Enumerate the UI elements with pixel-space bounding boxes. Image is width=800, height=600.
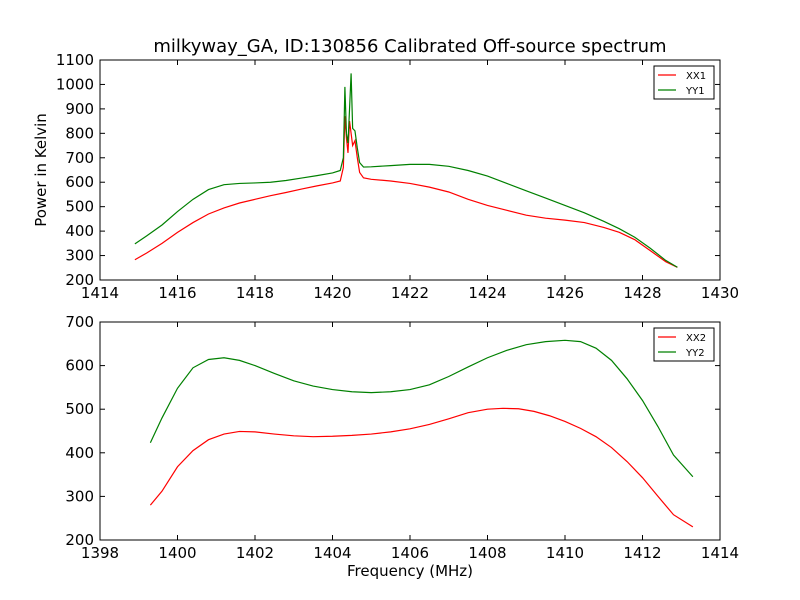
y-tick-label: 200 (65, 531, 94, 549)
x-tick-label: 1424 (468, 284, 506, 302)
y-tick-label: 1100 (56, 51, 94, 69)
y-tick-label: 900 (65, 100, 94, 118)
x-tick-label: 1426 (546, 284, 584, 302)
x-tick-label: 1406 (391, 544, 429, 562)
legend-label-yy2: YY2 (685, 348, 705, 359)
x-tick-label: 1398 (81, 544, 119, 562)
y-tick-label: 500 (65, 400, 94, 418)
x-tick-label: 1418 (236, 284, 274, 302)
x-tick-label: 1400 (158, 544, 196, 562)
x-tick-label: 1414 (81, 284, 119, 302)
series-line-yy1 (134, 73, 678, 268)
legend-label-xx2: XX2 (686, 333, 706, 344)
bottom-chart: 1398 1400 1402 1404 1406 1408 1410 1412 1414 200 3… (65, 313, 739, 580)
x-tick-label: 1414 (701, 544, 739, 562)
y-axis-title: Power in Kelvin (32, 113, 50, 227)
y-tick-label: 200 (65, 271, 94, 289)
legend-label-xx1: XX1 (686, 71, 706, 82)
x-tick-label: 1430 (701, 284, 739, 302)
legend-box (653, 327, 715, 362)
x-tick-label: 1428 (623, 284, 661, 302)
y-tick-label: 700 (65, 313, 94, 331)
y-tick-label: 300 (65, 487, 94, 505)
series-line-yy2 (149, 339, 694, 478)
legend-box (653, 65, 715, 100)
top-chart: 1414 1416 1418 1420 1422 1424 1426 1428 1430 200 3… (32, 51, 739, 302)
x-tick-label: 1422 (391, 284, 429, 302)
x-tick-label: 1408 (468, 544, 506, 562)
chart-title: milkyway_GA, ID:130856 Calibrated Off-so… (153, 36, 666, 57)
y-tick-label: 700 (65, 149, 94, 167)
y-tick-label: 400 (65, 444, 94, 462)
x-axis-title: Frequency (MHz) (347, 562, 473, 580)
x-tick-label: 1410 (546, 544, 584, 562)
x-tick-label: 1404 (313, 544, 351, 562)
y-tick-label: 1000 (56, 75, 94, 93)
y-tick-label: 600 (65, 357, 94, 375)
x-tick-label: 1412 (623, 544, 661, 562)
series-line-xx1 (134, 116, 678, 268)
x-tick-label: 1416 (158, 284, 196, 302)
y-tick-label: 500 (65, 198, 94, 216)
x-tick-label: 1402 (236, 544, 274, 562)
legend-label-yy1: YY1 (685, 86, 705, 97)
y-tick-label: 800 (65, 124, 94, 142)
x-tick-label: 1420 (313, 284, 351, 302)
series-line-xx2 (149, 407, 694, 528)
y-tick-label: 600 (65, 173, 94, 191)
y-tick-label: 400 (65, 222, 94, 240)
y-tick-label: 300 (65, 247, 94, 265)
